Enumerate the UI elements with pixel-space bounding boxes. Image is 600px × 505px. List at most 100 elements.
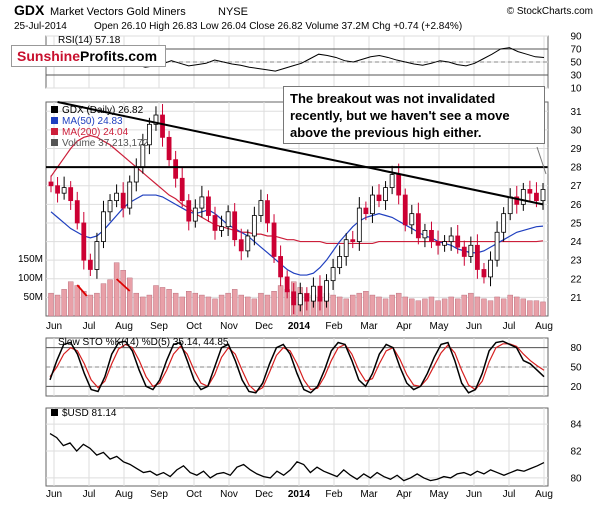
candle-body <box>74 200 80 224</box>
annotation-box: The breakout was not invalidated recentl… <box>283 86 545 144</box>
sto-k-line <box>49 340 545 394</box>
x-label-bottom-12: Jun <box>466 489 482 500</box>
candle-body <box>409 213 415 226</box>
ticker-symbol: GDX <box>14 2 45 18</box>
volume-bar <box>336 296 343 317</box>
ticker-exchange: NYSE <box>218 6 248 18</box>
volume-bar <box>251 298 258 317</box>
y-tick-price-7: 24 <box>570 237 582 248</box>
candle-body <box>310 285 316 302</box>
x-label-top-6: Dec <box>255 321 273 332</box>
candle-body <box>61 187 67 194</box>
volume-bar <box>245 296 251 317</box>
candle-body <box>81 222 87 261</box>
candle-body <box>350 239 356 242</box>
volume-bar <box>461 294 467 317</box>
candle-body <box>284 276 290 293</box>
x-label-top-3: Sep <box>150 321 168 332</box>
y-tick-price-4: 27 <box>570 181 582 192</box>
volume-bar <box>61 289 67 317</box>
candle-body <box>324 280 329 302</box>
candle-body <box>160 114 165 138</box>
sunshineprofits-logo: SunshineProfits.com <box>11 45 166 67</box>
ticker-name: Market Vectors Gold Miners <box>50 6 186 18</box>
x-label-bottom-6: Dec <box>255 489 273 500</box>
x-label-top-2: Aug <box>115 321 133 332</box>
candle-body <box>238 239 244 252</box>
ma200-line <box>50 134 544 245</box>
volume-bar <box>441 298 448 317</box>
x-label-bottom-1: Jul <box>83 489 96 500</box>
volume-bars <box>48 262 546 317</box>
x-label-bottom-9: Mar <box>360 489 378 500</box>
candle-body <box>133 166 139 183</box>
candle-body <box>48 181 54 187</box>
legend-ma50-swatch <box>51 117 58 124</box>
y-tick-usd-0: 84 <box>570 420 582 431</box>
x-label-bottom-0: Jun <box>46 489 62 500</box>
x-label-bottom-7: 2014 <box>288 489 311 500</box>
logo-part-2: Profits.com <box>80 48 158 64</box>
price-panel <box>46 101 549 315</box>
volume-bar <box>238 294 244 317</box>
candle-body <box>389 174 395 189</box>
x-label-bottom-13: Jul <box>503 489 516 500</box>
y-tick-rsi-0: 90 <box>570 32 582 43</box>
volume-bar <box>218 294 225 317</box>
candle-body <box>383 187 388 202</box>
y-tick-price-5: 26 <box>570 200 582 211</box>
legend-volume-swatch <box>51 139 58 146</box>
volume-bar <box>153 285 159 317</box>
volume-bar <box>520 298 527 317</box>
candle-body <box>337 256 343 269</box>
x-label-bottom-2: Aug <box>115 489 133 500</box>
candle-body <box>422 229 428 239</box>
volume-bar <box>172 292 179 317</box>
volume-bar <box>422 298 428 317</box>
sto-d-line <box>49 343 545 393</box>
volume-bar <box>402 296 408 317</box>
x-label-top-13: Jul <box>503 321 516 332</box>
sto-legend: Slow STO %K(14) %D(5) 35.14, 44.85 <box>58 337 229 348</box>
x-label-bottom-3: Sep <box>150 489 168 500</box>
x-label-top-1: Jul <box>83 321 96 332</box>
ohlc-readout: Open 26.10 High 26.83 Low 26.04 Close 26… <box>94 21 462 32</box>
candle-body <box>442 241 448 246</box>
candle-body <box>527 189 533 194</box>
volume-bar <box>356 292 363 317</box>
candle-body <box>153 114 159 125</box>
usd-panel <box>49 409 545 482</box>
candle-body <box>245 235 251 252</box>
candle-body <box>540 189 546 202</box>
volume-bar <box>74 285 80 317</box>
volume-bar <box>376 296 382 317</box>
candle-body <box>514 196 520 205</box>
candle-body <box>173 159 179 179</box>
volume-bar <box>94 292 100 317</box>
candle-body <box>474 244 480 270</box>
candle-body <box>415 213 421 239</box>
candle-body <box>212 215 218 231</box>
volume-bar <box>179 296 185 317</box>
candle-body <box>370 194 375 215</box>
y-tick-sto-1: 50 <box>570 363 582 374</box>
usd-legend-swatch <box>51 409 58 416</box>
legend-ma200: MA(200) 24.04 <box>62 127 129 138</box>
volume-bar <box>113 262 120 317</box>
volume-bar <box>382 298 389 317</box>
y-tick-price-6: 25 <box>570 218 582 229</box>
volume-bar <box>48 292 54 317</box>
volume-bar <box>448 296 454 317</box>
candle-body <box>271 222 277 257</box>
x-axis-labels-top: Jun Jul Aug Sep Oct Nov Dec 2014 Feb Mar Apr May Jun… <box>46 321 553 332</box>
y-tick-rsi-1: 70 <box>570 45 582 56</box>
copyright: © StockCharts.com <box>507 6 593 17</box>
volume-bar <box>140 296 146 317</box>
volume-bar <box>540 301 546 317</box>
x-axis-labels-bottom: Jun Jul Aug Sep Oct Nov Dec 2014 Feb Mar Apr May Jun… <box>46 489 553 500</box>
candle-body <box>488 259 493 278</box>
x-label-top-8: Feb <box>325 321 343 332</box>
candle-body <box>402 194 408 226</box>
